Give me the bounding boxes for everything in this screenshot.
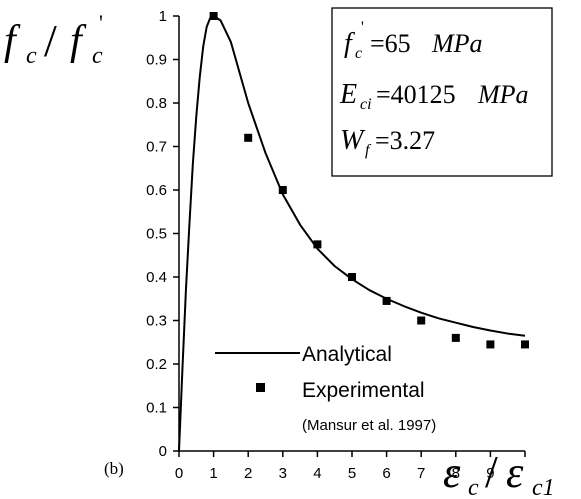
y-label-sub1: c bbox=[26, 43, 37, 69]
experimental-point bbox=[209, 12, 218, 20]
x-label-slash: / bbox=[485, 446, 498, 497]
y-tick-label: 0.4 bbox=[146, 269, 167, 286]
param-fc-prime: ' bbox=[361, 19, 364, 36]
experimental-point bbox=[417, 316, 426, 325]
analytical-curve bbox=[178, 15, 526, 452]
y-tick-label: 0.8 bbox=[146, 95, 167, 112]
y-tick-label: 0 bbox=[159, 443, 167, 460]
x-tick-label: 9 bbox=[486, 465, 494, 482]
legend: Analytical Experimental (Mansur et al. 1… bbox=[215, 343, 436, 434]
y-tick-label: 0.1 bbox=[146, 400, 167, 417]
x-tick-label: 7 bbox=[417, 465, 425, 482]
y-tick-label: 0.2 bbox=[146, 356, 167, 373]
param-eci-sub: ci bbox=[360, 96, 372, 113]
y-tick-label: 0.3 bbox=[146, 313, 167, 330]
x-label-eps1: ε bbox=[443, 448, 461, 497]
x-tick-label: 4 bbox=[313, 465, 321, 482]
x-tick-label: 1 bbox=[209, 465, 217, 482]
param-fc-unit: MPa bbox=[431, 29, 483, 58]
experimental-point bbox=[313, 240, 322, 249]
experimental-point bbox=[521, 340, 529, 349]
param-eci-eq: =40125 bbox=[376, 80, 456, 109]
parameter-box: f c ' =65 MPa E ci =40125 MPa W f =3.27 bbox=[331, 7, 553, 177]
y-label-prime: ' bbox=[99, 10, 103, 35]
x-tick-label: 2 bbox=[244, 465, 252, 482]
experimental-point bbox=[348, 273, 356, 281]
param-wf-eq: =3.27 bbox=[375, 126, 435, 155]
x-label-eps2: ε bbox=[506, 448, 524, 497]
param-wf: W f =3.27 bbox=[340, 125, 435, 159]
param-eci-base: E bbox=[339, 79, 357, 110]
x-label-sub1: c bbox=[468, 475, 479, 499]
param-fc: f c ' =65 MPa bbox=[344, 19, 483, 62]
y-label-slash: / bbox=[44, 15, 57, 66]
y-tick-label: 0.6 bbox=[146, 182, 167, 199]
ticks: 0 0.1 0.2 0.3 0.4 0.5 0.6 0.7 0.8 0.9 1 0 1 2 3 4 5 6 7 8 9 bbox=[146, 8, 526, 482]
experimental-point bbox=[278, 186, 287, 194]
experimental-point bbox=[486, 340, 495, 349]
x-label-sub2: c1 bbox=[532, 475, 555, 499]
panel-label: (b) bbox=[104, 459, 124, 478]
legend-experimental-label: Experimental bbox=[302, 379, 425, 402]
series bbox=[178, 12, 529, 452]
param-eci-unit: MPa bbox=[477, 80, 529, 109]
experimental-point bbox=[451, 333, 460, 342]
legend-source-label: (Mansur et al. 1997) bbox=[302, 417, 436, 434]
x-tick-label: 0 bbox=[175, 465, 183, 482]
y-axis-label: f c / f c ' bbox=[4, 10, 103, 69]
param-eci: E ci =40125 MPa bbox=[339, 79, 529, 113]
param-fc-sub: c bbox=[355, 45, 362, 62]
legend-experimental-swatch bbox=[256, 383, 265, 392]
param-fc-base: f bbox=[344, 28, 355, 59]
param-fc-eq: =65 bbox=[370, 29, 411, 58]
y-tick-label: 0.5 bbox=[146, 226, 167, 243]
y-label-f2: f bbox=[70, 18, 87, 64]
parameter-box-frame bbox=[331, 7, 553, 177]
param-wf-base: W bbox=[340, 125, 366, 156]
x-axis-label: ε c / ε c1 bbox=[443, 446, 555, 499]
experimental-point bbox=[382, 296, 391, 305]
legend-analytical-label: Analytical bbox=[302, 343, 392, 366]
x-tick-label: 6 bbox=[382, 465, 390, 482]
y-label-f1: f bbox=[4, 18, 21, 64]
x-tick-label: 8 bbox=[452, 465, 460, 482]
y-tick-label: 0.7 bbox=[146, 139, 167, 156]
param-wf-sub: f bbox=[365, 142, 372, 159]
y-label-sub2: c bbox=[92, 43, 103, 69]
x-tick-label: 5 bbox=[348, 465, 356, 482]
y-tick-label: 1 bbox=[159, 8, 167, 25]
x-tick-label: 3 bbox=[279, 465, 287, 482]
experimental-point bbox=[244, 133, 253, 142]
y-tick-label: 0.9 bbox=[146, 52, 167, 69]
